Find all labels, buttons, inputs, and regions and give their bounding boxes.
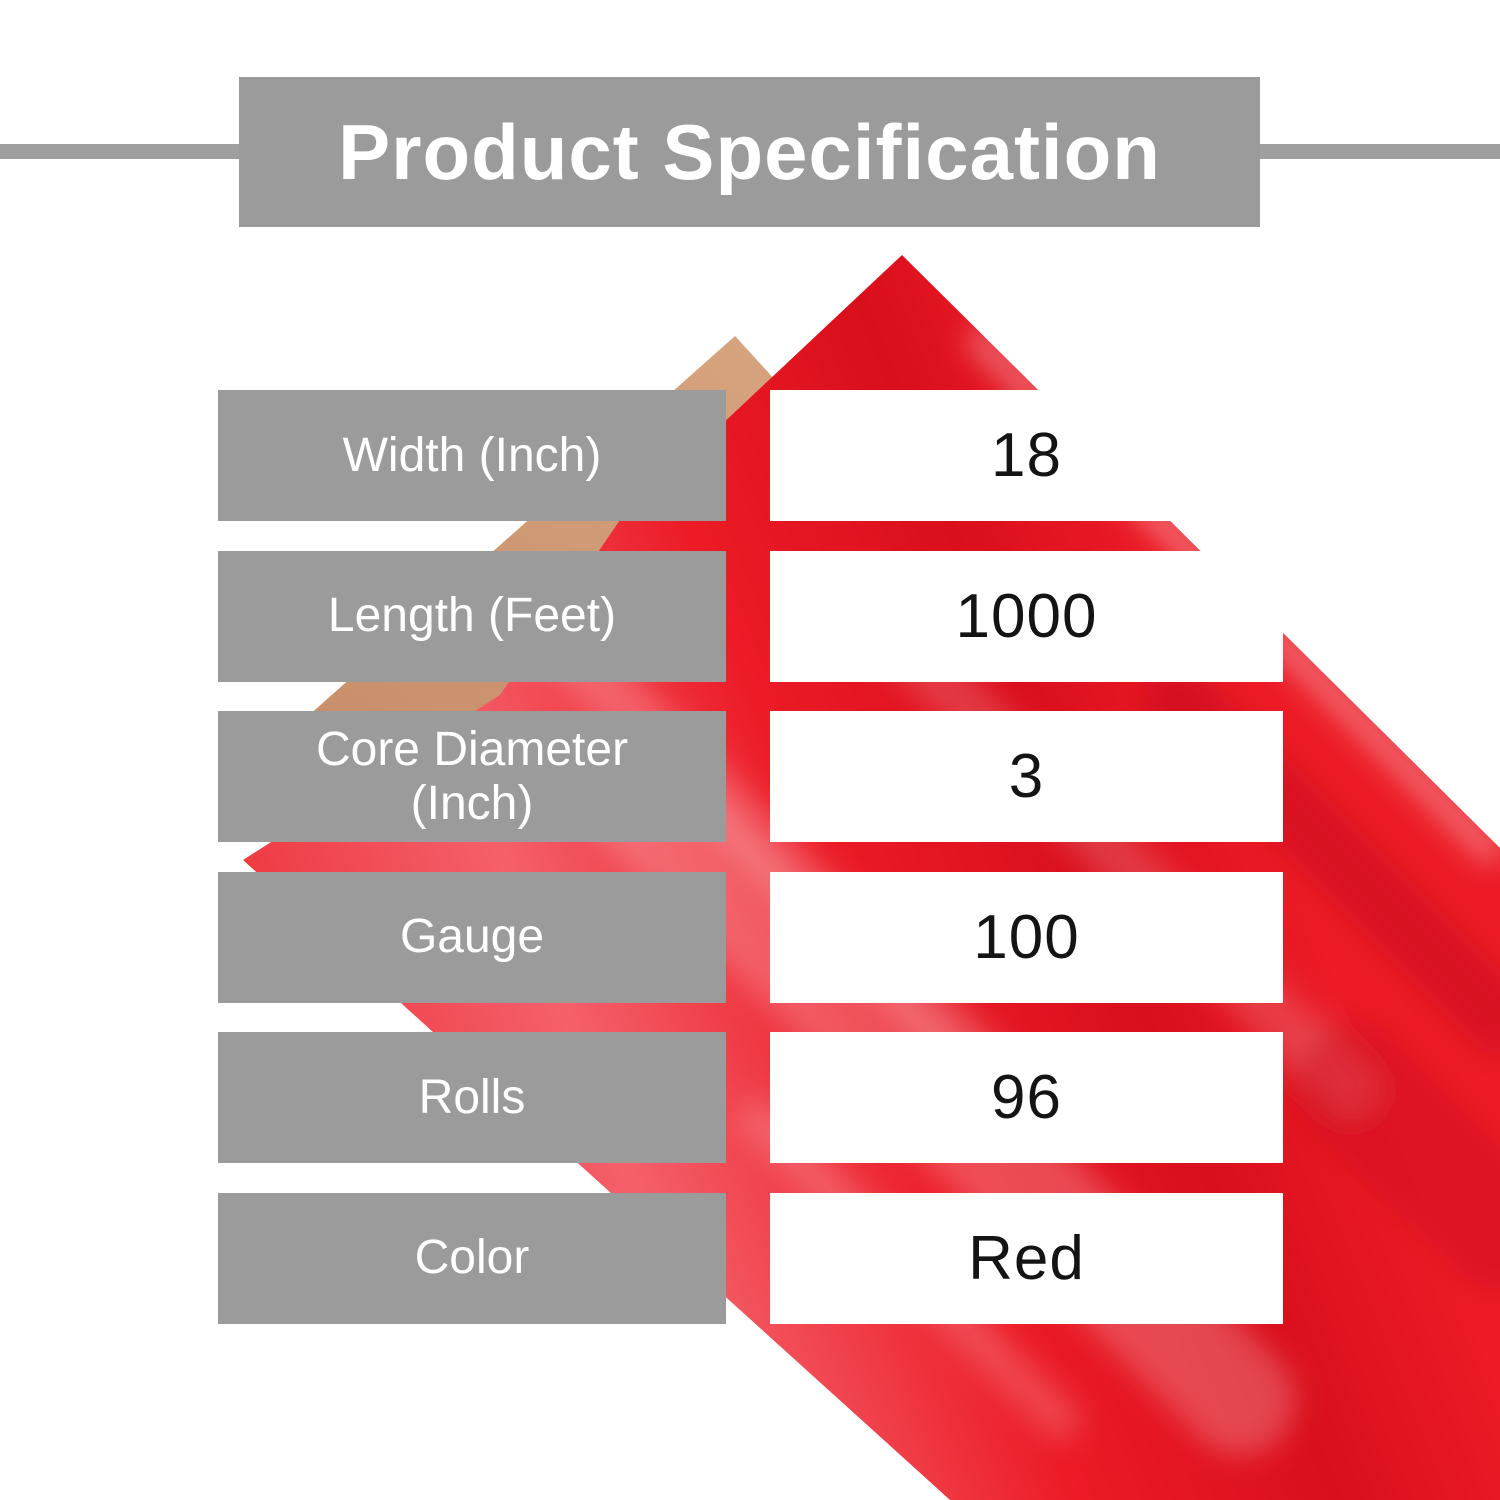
spec-row-width: Width (Inch) 18	[218, 390, 1283, 521]
spec-row-gauge: Gauge 100	[218, 871, 1283, 1003]
spec-label-length: Length (Feet)	[218, 550, 726, 682]
spec-label-color: Color	[218, 1192, 726, 1324]
page-title: Product Specification	[338, 107, 1161, 196]
title-banner: Product Specification	[239, 77, 1260, 227]
spec-label-rolls: Rolls	[218, 1032, 726, 1163]
spec-value-length: 1000	[770, 550, 1283, 682]
spec-value-width: 18	[770, 390, 1283, 521]
spec-table: Width (Inch) 18 Length (Feet) 1000 Core …	[218, 390, 1283, 1353]
spec-row-color: Color Red	[218, 1192, 1283, 1324]
spec-value-rolls: 96	[770, 1032, 1283, 1163]
spec-value-gauge: 100	[770, 871, 1283, 1003]
spec-label-core-diameter: Core Diameter (Inch)	[218, 711, 726, 842]
spec-row-rolls: Rolls 96	[218, 1032, 1283, 1163]
spec-row-length: Length (Feet) 1000	[218, 550, 1283, 682]
spec-value-core-diameter: 3	[770, 711, 1283, 842]
spec-label-gauge: Gauge	[218, 871, 726, 1003]
spec-row-core-diameter: Core Diameter (Inch) 3	[218, 711, 1283, 842]
spec-value-color: Red	[770, 1192, 1283, 1324]
spec-label-width: Width (Inch)	[218, 390, 726, 521]
